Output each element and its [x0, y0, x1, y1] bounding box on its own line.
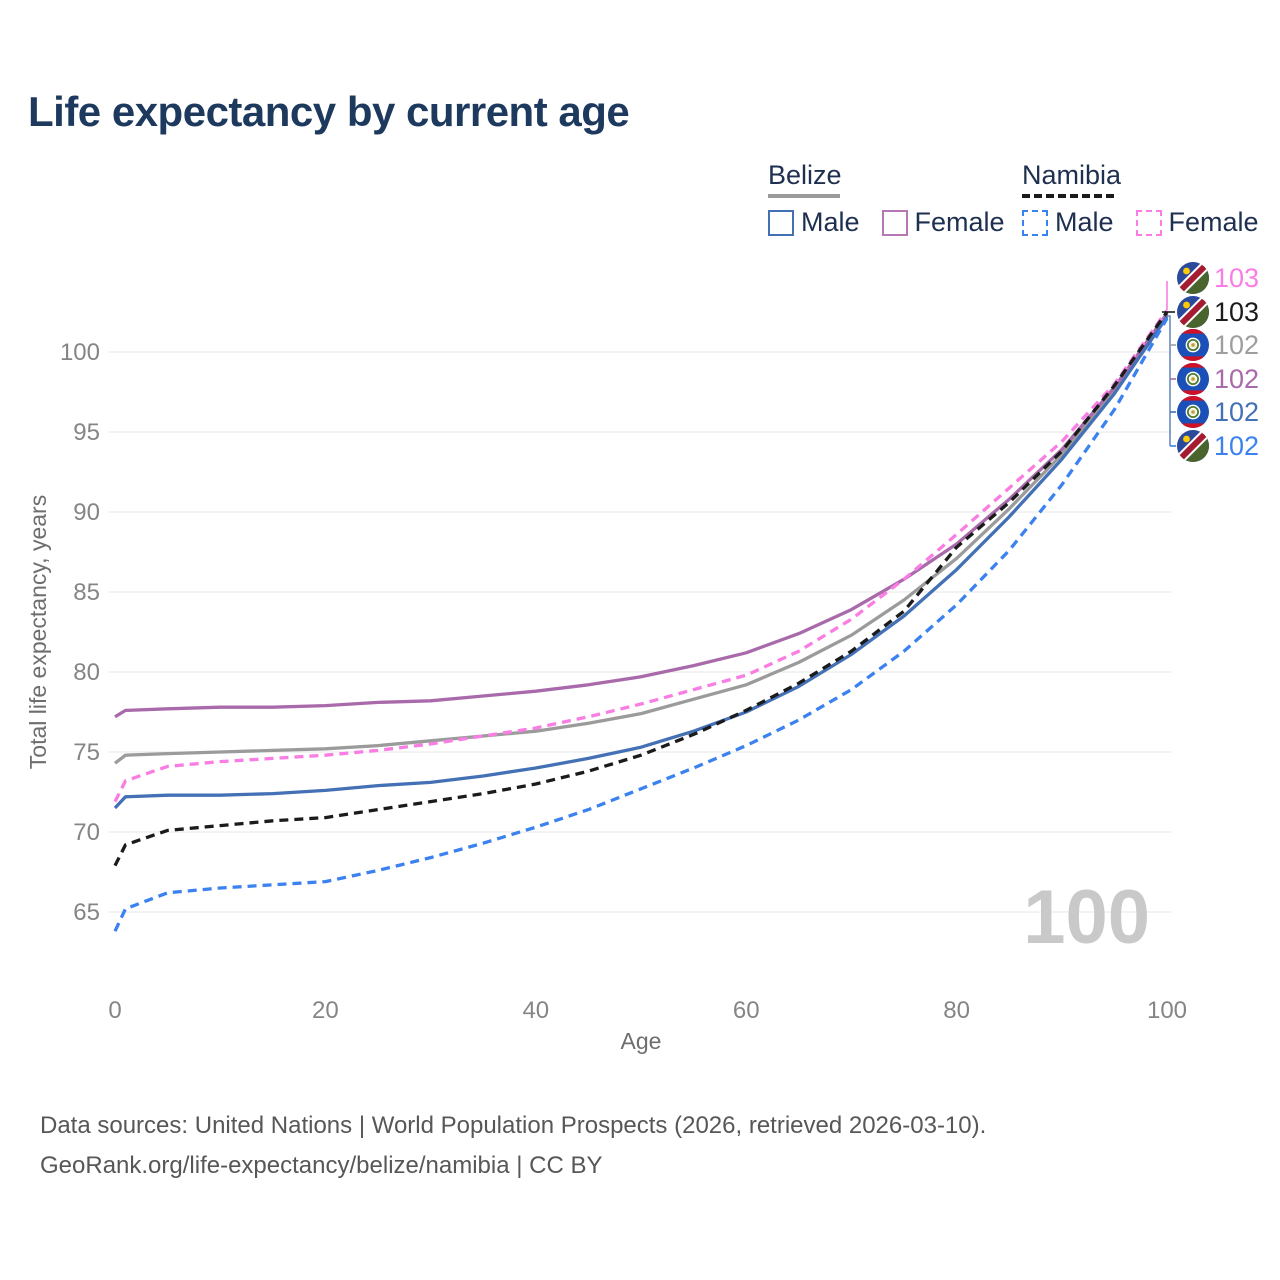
namibia-flag-icon	[1177, 296, 1209, 328]
end-value-label-2: 102	[1214, 330, 1259, 360]
end-value-label-4: 102	[1214, 397, 1259, 427]
y-tick-label-80: 80	[73, 659, 100, 686]
legend-header-belize[interactable]: Belize	[768, 160, 842, 190]
legend-item-label: Female	[1168, 207, 1259, 237]
namibia-female-swatch-icon	[1135, 209, 1162, 236]
belize-flag-icon	[1177, 363, 1209, 395]
footer: Data sources: United Nations | World Pop…	[40, 1106, 986, 1185]
y-tick-label-75: 75	[73, 739, 100, 766]
belize-flag-icon	[1177, 396, 1209, 428]
legend-group-belize: Belize Male Female	[768, 160, 1027, 238]
x-tick-label-20: 20	[312, 997, 339, 1024]
footer-attribution: GeoRank.org/life-expectancy/belize/namib…	[40, 1151, 603, 1179]
page-title: Life expectancy by current age	[28, 88, 630, 135]
series-line-namibia-both[interactable]	[113, 311, 1169, 867]
x-tick-label-40: 40	[522, 997, 549, 1024]
belize-male-swatch-icon	[768, 209, 794, 236]
belize-female-swatch-icon	[881, 209, 908, 236]
y-tick-label-65: 65	[73, 899, 100, 926]
y-axis-title: Total life expectancy, years	[25, 495, 51, 769]
x-tick-label-80: 80	[943, 997, 970, 1024]
age-counter-watermark: 100	[1023, 875, 1150, 960]
series-line-namibia-male[interactable]	[113, 317, 1169, 932]
y-tick-label-100: 100	[60, 339, 100, 366]
x-tick-label-100: 100	[1147, 997, 1187, 1024]
legend-item-belize-female[interactable]: Female	[881, 207, 1005, 238]
x-tick-label-0: 0	[108, 997, 121, 1024]
legend-item-label: Female	[914, 207, 1005, 237]
y-tick-label-85: 85	[73, 579, 100, 606]
legend-header-namibia[interactable]: Namibia	[1022, 160, 1122, 190]
legend-group-namibia: Namibia Male Female	[1022, 160, 1280, 238]
namibia-male-swatch-icon	[1022, 209, 1048, 236]
legend-item-namibia-male[interactable]: Male	[1022, 207, 1114, 238]
end-value-label-0: 103	[1214, 263, 1259, 293]
legend-item-namibia-female[interactable]: Female	[1135, 207, 1259, 238]
legend-item-belize-male[interactable]: Male	[768, 207, 860, 238]
x-axis-title: Age	[621, 1028, 662, 1054]
footer-data-sources: Data sources: United Nations | World Pop…	[40, 1112, 987, 1139]
legend-underline-namibia	[1022, 194, 1114, 198]
series-line-namibia-female[interactable]	[113, 309, 1169, 803]
leader-line-bracket	[1167, 315, 1171, 446]
y-tick-label-90: 90	[73, 499, 100, 526]
legend-item-label: Male	[801, 207, 860, 237]
series-line-belize-male[interactable]	[113, 315, 1169, 810]
y-tick-label-70: 70	[73, 819, 100, 846]
legend-item-label: Male	[1055, 207, 1114, 237]
series-line-belize-both[interactable]	[114, 314, 1169, 765]
belize-flag-icon	[1177, 329, 1209, 361]
namibia-flag-icon	[1177, 430, 1209, 462]
y-tick-label-95: 95	[73, 419, 100, 446]
x-tick-label-60: 60	[733, 997, 760, 1024]
end-value-label-1: 103	[1214, 297, 1259, 327]
series-line-belize-female[interactable]	[114, 312, 1169, 719]
end-value-label-5: 102	[1214, 431, 1259, 461]
legend-underline-belize	[768, 194, 840, 198]
end-value-label-3: 102	[1214, 364, 1259, 394]
namibia-flag-icon	[1177, 262, 1209, 294]
